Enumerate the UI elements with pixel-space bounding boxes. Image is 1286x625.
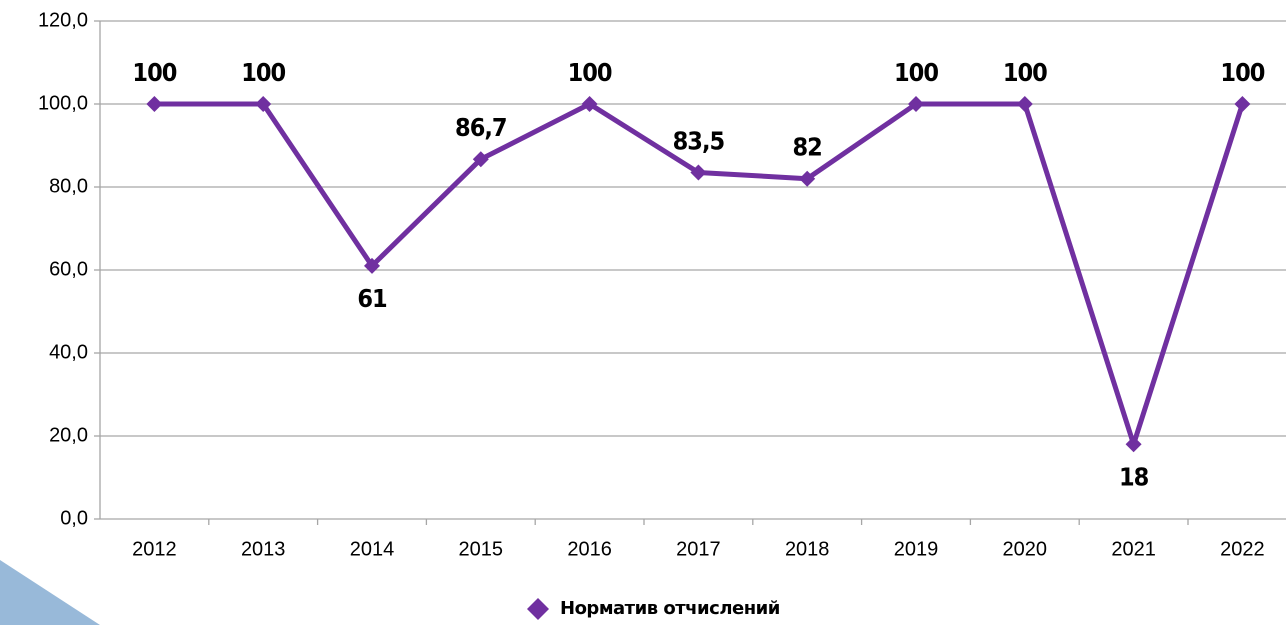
legend-label: Норматив отчислений: [560, 598, 780, 619]
x-tick-label: 2015: [459, 538, 504, 560]
data-label: 86,7: [455, 113, 507, 142]
marker: [255, 96, 272, 112]
marker: [581, 96, 598, 112]
y-tick-label: 20,0: [49, 424, 88, 446]
x-tick-label: 2016: [567, 538, 612, 560]
data-label: 100: [241, 58, 285, 87]
data-label: 83,5: [673, 126, 725, 155]
x-tick-label: 2018: [785, 538, 830, 560]
x-tick-label: 2021: [1111, 538, 1156, 560]
marker: [908, 96, 924, 112]
data-label: 100: [894, 58, 938, 87]
data-label: 100: [568, 58, 612, 87]
marker: [799, 170, 816, 187]
y-tick-label: 100,0: [38, 92, 88, 114]
marker: [1016, 96, 1033, 112]
y-tick-label: 80,0: [49, 175, 88, 197]
marker: [146, 96, 163, 112]
x-tick-label: 2013: [241, 538, 286, 560]
marker: [690, 164, 707, 181]
data-label: 100: [132, 58, 176, 87]
data-label: 82: [793, 133, 822, 162]
x-tick-label: 2012: [132, 538, 177, 560]
data-label: 100: [1220, 58, 1264, 87]
marker: [364, 257, 380, 274]
y-tick-label: 0,0: [60, 507, 88, 529]
marker: [472, 151, 489, 168]
y-tick-label: 40,0: [49, 341, 88, 363]
x-tick-label: 2014: [350, 538, 395, 560]
marker: [1234, 96, 1251, 112]
x-tick-label: 2019: [894, 538, 939, 560]
y-tick-label: 60,0: [49, 258, 88, 280]
y-tick-label: 120,0: [38, 9, 88, 31]
x-tick-label: 2017: [676, 538, 721, 560]
marker: [1125, 436, 1142, 453]
legend-marker: [527, 598, 549, 620]
decoration: [0, 560, 100, 625]
data-label: 18: [1119, 462, 1149, 491]
x-tick-label: 2022: [1220, 538, 1265, 560]
data-label: 100: [1003, 58, 1047, 87]
x-tick-label: 2020: [1003, 538, 1048, 560]
data-label: 61: [357, 284, 387, 313]
